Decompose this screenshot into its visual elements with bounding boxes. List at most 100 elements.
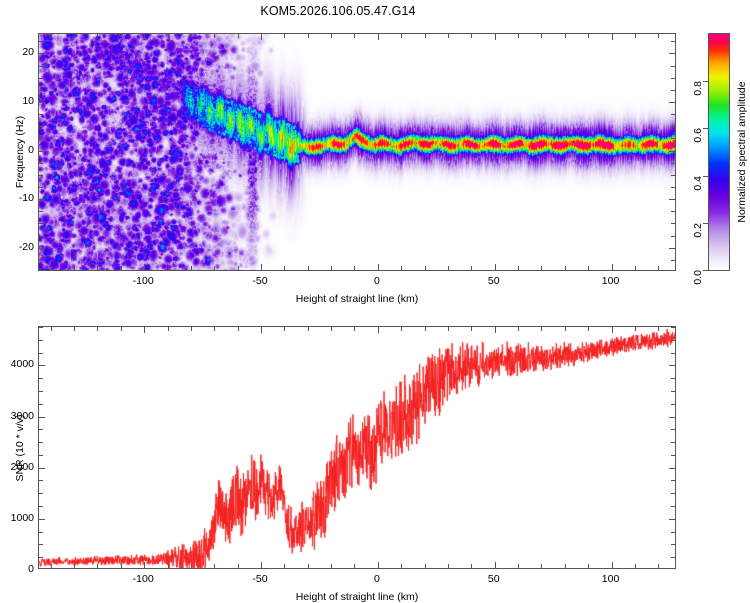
major-tick <box>611 562 613 568</box>
tick-label: 4000 <box>10 358 34 371</box>
minor-tick <box>39 339 43 341</box>
minor-tick <box>471 327 473 331</box>
minor-tick <box>354 327 356 331</box>
minor-tick <box>307 34 309 38</box>
tick-label: 0 <box>28 563 34 575</box>
major-tick <box>39 467 45 469</box>
minor-tick <box>237 266 239 270</box>
major-tick <box>611 264 613 270</box>
minor-tick <box>97 564 99 568</box>
minor-tick <box>120 327 122 331</box>
major-tick <box>494 562 496 568</box>
minor-tick <box>190 266 192 270</box>
minor-tick <box>39 126 43 128</box>
minor-tick <box>39 174 43 176</box>
minor-tick <box>97 327 99 331</box>
minor-tick <box>671 162 675 164</box>
minor-tick <box>120 34 122 38</box>
minor-tick <box>354 266 356 270</box>
minor-tick <box>39 65 43 67</box>
minor-tick <box>564 327 566 331</box>
major-tick <box>377 264 379 270</box>
minor-tick <box>39 442 43 444</box>
minor-tick <box>424 327 426 331</box>
colorbar-group: 0.0 0.2 0.4 0.6 0.8 Normalized spectral ampl… <box>692 33 748 285</box>
minor-tick <box>671 493 675 495</box>
tick-label: 100 <box>601 573 620 585</box>
minor-tick <box>39 138 43 140</box>
minor-tick <box>97 34 99 38</box>
minor-tick <box>671 403 675 405</box>
minor-tick <box>401 34 403 38</box>
major-tick <box>669 365 675 367</box>
minor-tick <box>50 266 52 270</box>
minor-tick <box>74 34 76 38</box>
major-tick <box>39 518 45 520</box>
minor-tick <box>39 506 43 508</box>
major-tick <box>669 199 675 201</box>
snr-line-plot <box>39 327 675 568</box>
colorbar-tick <box>703 223 708 225</box>
minor-tick <box>671 557 675 559</box>
colorbar-tick <box>703 270 708 271</box>
minor-tick <box>39 493 43 495</box>
minor-tick <box>214 266 216 270</box>
minor-tick <box>588 266 590 270</box>
major-tick <box>261 327 262 333</box>
minor-tick <box>120 266 122 270</box>
minor-tick <box>214 564 216 568</box>
major-tick <box>261 264 262 270</box>
minor-tick <box>39 403 43 405</box>
minor-tick <box>39 41 43 43</box>
tick-label: -20 <box>18 240 34 253</box>
minor-tick <box>671 390 675 392</box>
minor-tick <box>39 557 43 559</box>
tick-label: 0 <box>373 573 380 585</box>
snr-panel[interactable] <box>38 326 676 569</box>
minor-tick <box>541 34 543 38</box>
colorbar-tick-label: 0.2 <box>692 223 704 238</box>
minor-tick <box>74 266 76 270</box>
minor-tick <box>588 564 590 568</box>
minor-tick <box>167 327 169 331</box>
minor-tick <box>671 378 675 380</box>
major-tick <box>669 150 675 152</box>
minor-tick <box>658 266 660 270</box>
minor-tick <box>39 114 43 116</box>
tick-label: 0 <box>28 143 34 156</box>
minor-tick <box>190 327 192 331</box>
minor-tick <box>39 223 43 225</box>
minor-tick <box>237 34 239 38</box>
major-tick <box>669 518 675 520</box>
minor-tick <box>190 564 192 568</box>
major-tick <box>261 562 262 568</box>
spectrogram-y-axis-title: Frequency (Hz) <box>14 115 26 189</box>
tick-label: -100 <box>132 275 154 287</box>
tick-label: -50 <box>252 573 268 585</box>
minor-tick <box>50 327 52 331</box>
minor-tick <box>39 187 43 188</box>
minor-tick <box>307 266 309 270</box>
minor-tick <box>541 564 543 568</box>
tick-label: 3000 <box>10 409 34 422</box>
major-tick <box>611 327 613 333</box>
minor-tick <box>588 34 590 38</box>
minor-tick <box>39 454 43 456</box>
tick-label: 0 <box>373 275 380 287</box>
minor-tick <box>424 34 426 38</box>
minor-tick <box>634 564 636 568</box>
minor-tick <box>237 327 239 331</box>
major-tick <box>39 416 45 418</box>
major-tick <box>39 102 45 103</box>
spectrogram-panel[interactable] <box>38 33 676 271</box>
minor-tick <box>634 327 636 331</box>
major-tick <box>669 53 675 55</box>
snr-y-axis-title: SNR (10 * v/v) <box>14 413 26 482</box>
minor-tick <box>671 126 675 128</box>
minor-tick <box>447 564 449 568</box>
minor-tick <box>39 211 43 213</box>
major-tick <box>261 34 262 40</box>
minor-tick <box>541 266 543 270</box>
major-tick <box>144 34 146 40</box>
minor-tick <box>518 327 520 331</box>
